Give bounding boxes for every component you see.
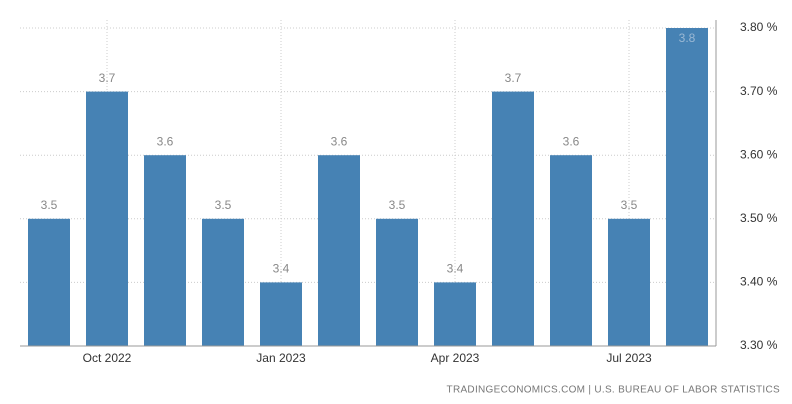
- data-label: 3.6: [331, 134, 348, 148]
- bar: [202, 218, 244, 346]
- bar: [608, 218, 650, 346]
- data-label: 3.5: [389, 198, 406, 212]
- y-tick-label: 3.30 %: [740, 338, 778, 352]
- x-tick-label: Oct 2022: [83, 351, 132, 365]
- bar: [376, 218, 418, 346]
- bar: [260, 282, 302, 346]
- y-tick-label: 3.60 %: [740, 147, 778, 161]
- x-tick-label: Jul 2023: [606, 351, 652, 365]
- bar: [550, 155, 592, 346]
- data-label: 3.7: [505, 71, 522, 85]
- bar: [144, 155, 186, 346]
- bar: [28, 218, 70, 346]
- bar: [434, 282, 476, 346]
- y-tick-label: 3.70 %: [740, 84, 778, 98]
- bar: [86, 91, 128, 346]
- data-label: 3.5: [41, 198, 58, 212]
- data-label: 3.4: [273, 262, 290, 276]
- data-label: 3.6: [563, 134, 580, 148]
- x-tick-label: Apr 2023: [431, 351, 480, 365]
- data-label: 3.8: [679, 31, 696, 45]
- source: TRADINGECONOMICS.COM | U.S. BUREAU OF LA…: [447, 385, 780, 396]
- data-label: 3.5: [215, 198, 232, 212]
- data-label: 3.7: [99, 71, 116, 85]
- data-label: 3.6: [157, 134, 174, 148]
- bar: [318, 155, 360, 346]
- bar: [492, 91, 534, 346]
- y-tick-label: 3.40 %: [740, 275, 778, 289]
- data-label: 3.5: [621, 198, 638, 212]
- x-tick-label: Jan 2023: [256, 351, 306, 365]
- bar: [666, 28, 708, 346]
- data-label: 3.4: [447, 262, 464, 276]
- y-tick-label: 3.50 %: [740, 211, 778, 225]
- y-tick-label: 3.80 %: [740, 20, 778, 34]
